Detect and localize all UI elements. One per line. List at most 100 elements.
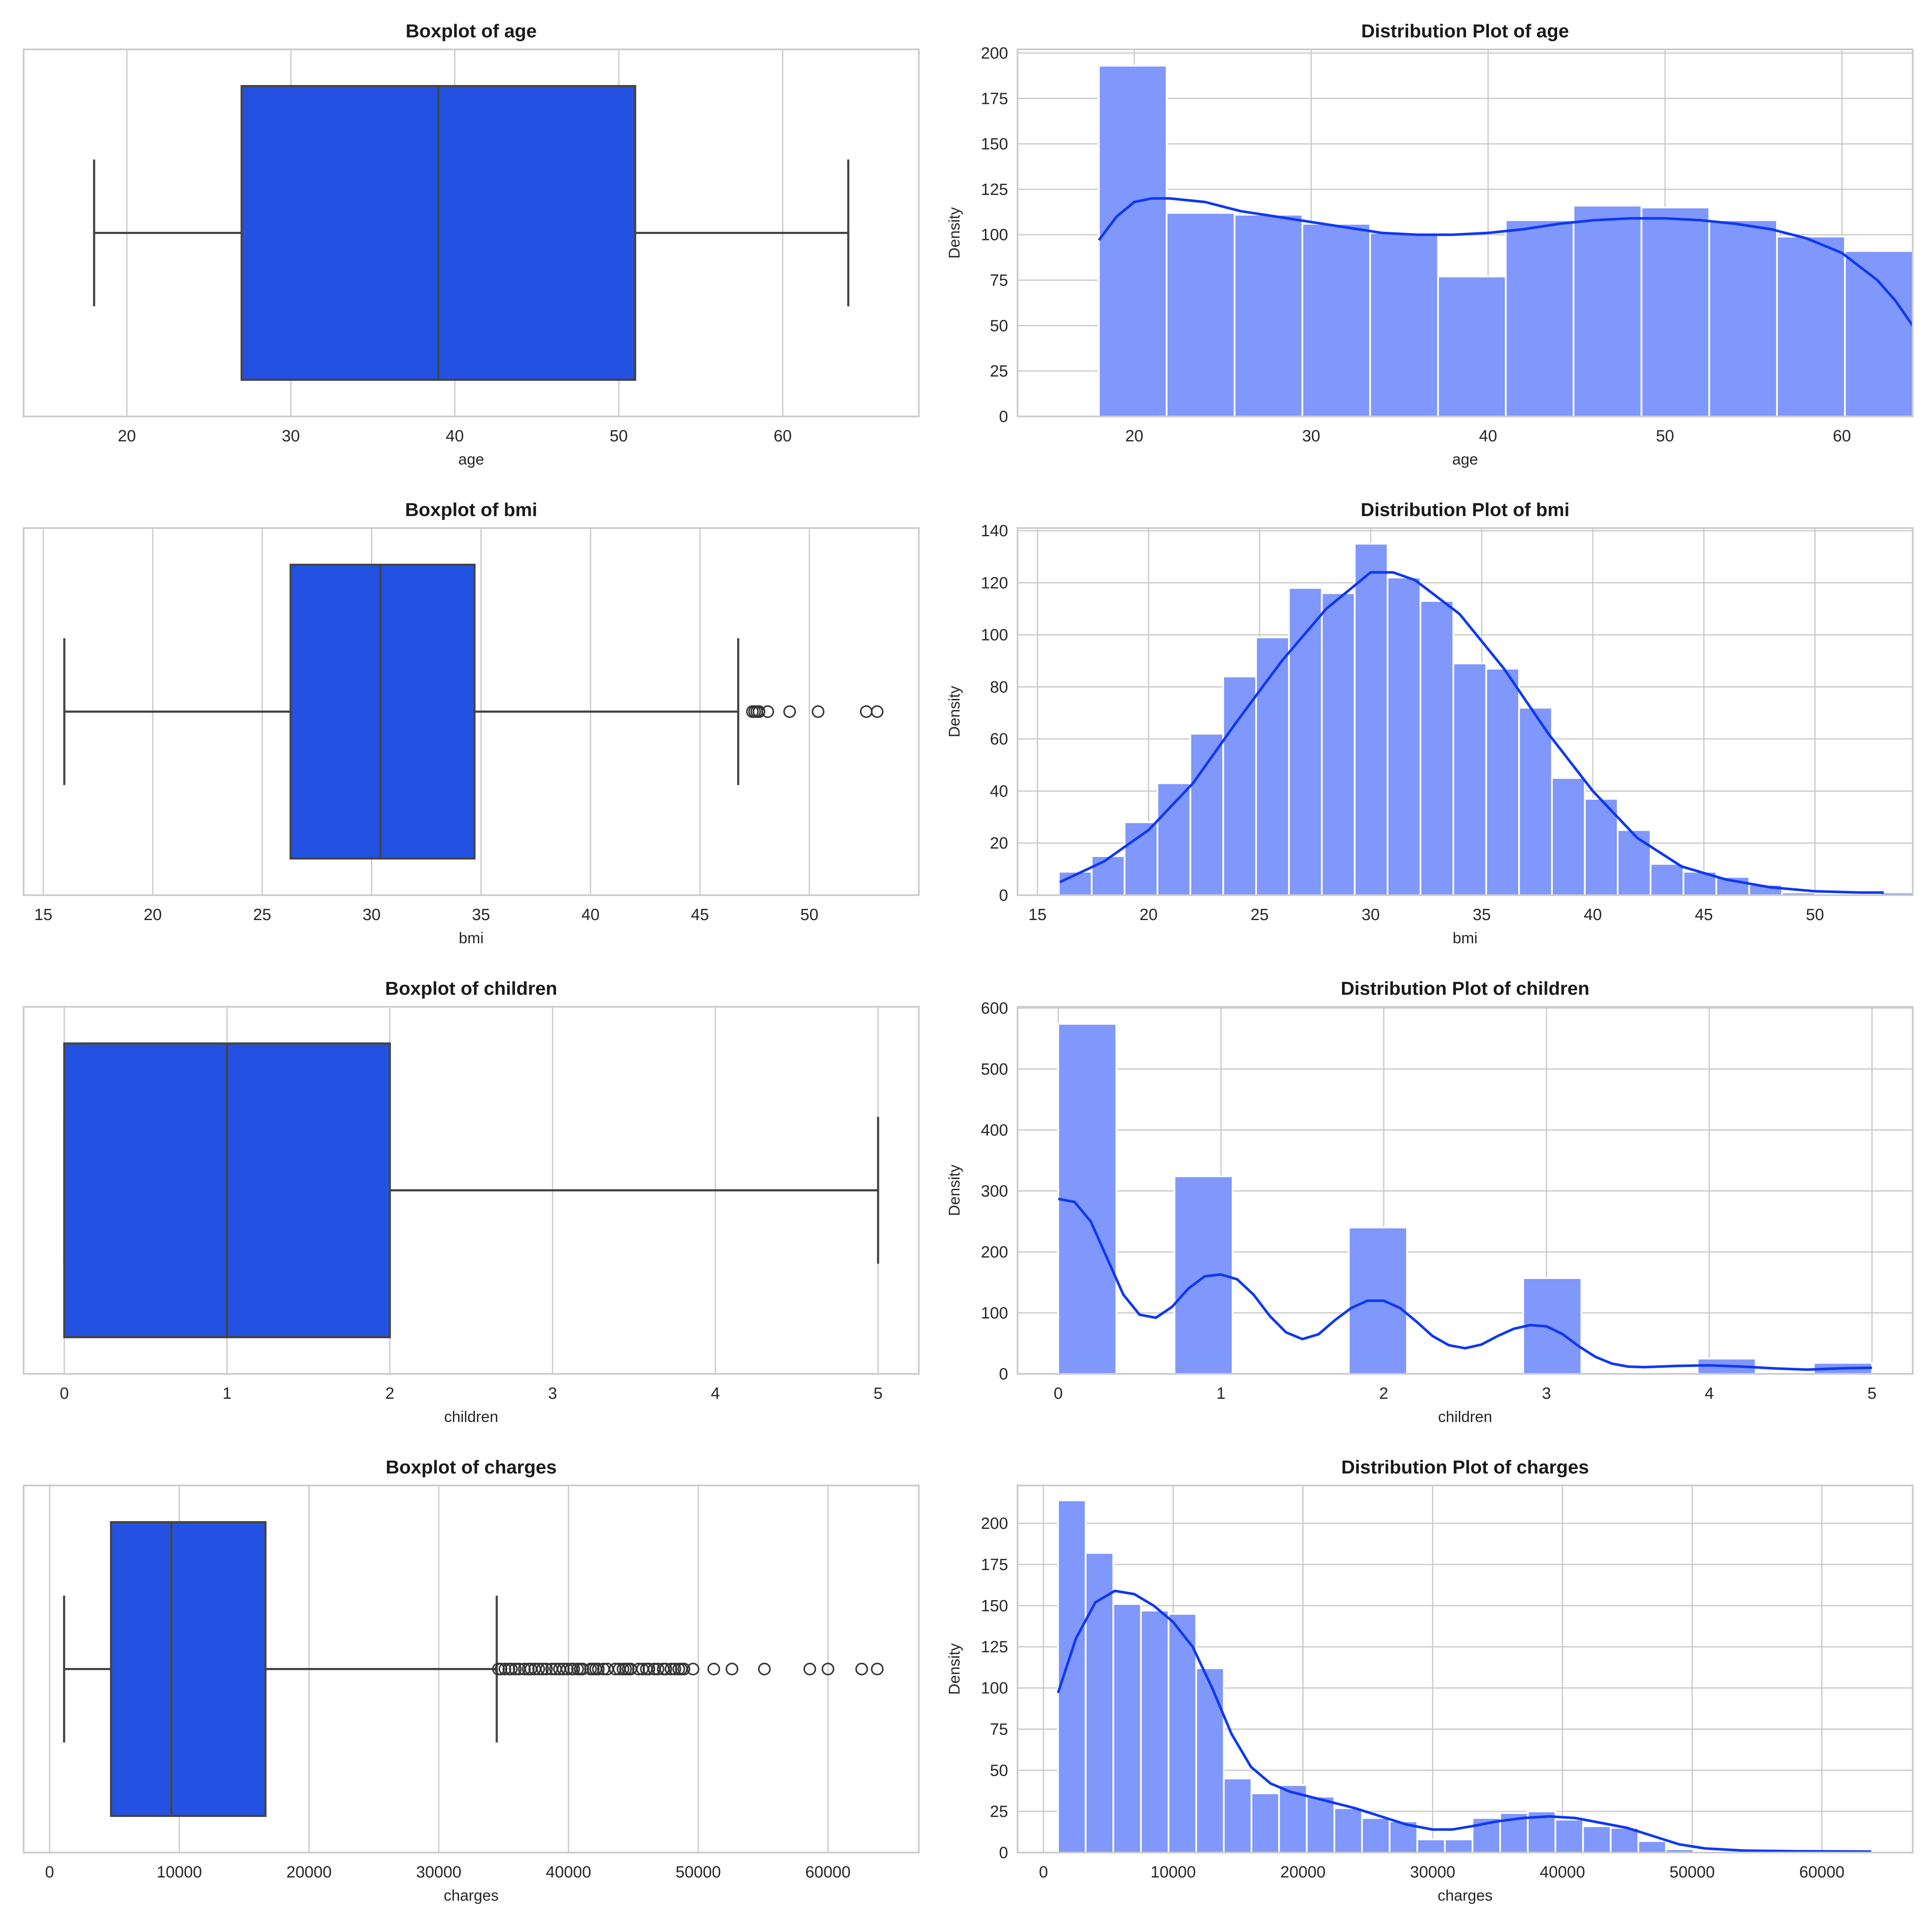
x-tick-label: 50 <box>610 427 628 445</box>
x-tick-label: 15 <box>34 906 52 924</box>
x-tick-label: 5 <box>1868 1385 1877 1403</box>
x-tick-label: 40 <box>581 906 599 924</box>
histogram-bar <box>1610 1827 1639 1853</box>
histogram-bar <box>1518 707 1553 896</box>
y-tick-label: 50 <box>990 317 1008 335</box>
histogram-bar <box>1112 1603 1142 1853</box>
y-tick-label: 300 <box>981 1182 1008 1200</box>
y-tick-label: 100 <box>981 1680 1008 1698</box>
x-tick-label: 30 <box>1302 427 1320 445</box>
axes-frame <box>23 1006 920 1375</box>
histogram-bar <box>1505 219 1575 417</box>
histogram-bar <box>1156 782 1191 896</box>
chart-title: Distribution Plot of bmi <box>1361 499 1569 520</box>
outlier-point <box>632 1662 645 1676</box>
y-tick-label: 500 <box>981 1060 1008 1078</box>
y-tick-label: 50 <box>990 1762 1008 1780</box>
x-tick-label: 45 <box>691 906 709 924</box>
histogram-bar <box>1195 1667 1225 1854</box>
y-tick-label: 0 <box>999 887 1008 905</box>
outlier-point <box>677 1662 690 1676</box>
y-tick-label: 0 <box>999 408 1008 426</box>
histogram-bar <box>1124 821 1158 896</box>
y-tick-label: 20 <box>990 835 1008 853</box>
histogram-bar <box>1250 1792 1280 1854</box>
x-tick-label: 0 <box>45 1863 54 1881</box>
histogram-bar <box>1437 276 1507 417</box>
x-tick-label: 20 <box>1125 427 1143 445</box>
outlier-point <box>651 1662 665 1676</box>
panel-7 <box>23 1485 920 1853</box>
outlier-point <box>495 1662 507 1676</box>
x-tick-label: 20000 <box>1280 1863 1326 1881</box>
x-axis-label: children <box>444 1408 498 1425</box>
y-tick-label: 125 <box>981 1638 1008 1656</box>
histogram-bar <box>1354 543 1388 896</box>
x-tick-label: 20 <box>144 906 162 924</box>
y-tick-label: 40 <box>990 782 1008 800</box>
outlier-point <box>761 705 775 718</box>
histogram-bar <box>1278 1784 1308 1854</box>
histogram-bar <box>1416 1838 1446 1853</box>
histogram-bar <box>1386 577 1422 896</box>
outlier-point <box>668 1662 681 1676</box>
x-tick-label: 45 <box>1695 906 1713 924</box>
x-axis-label: charges <box>444 1886 498 1904</box>
y-axis-label: Density <box>945 1164 963 1216</box>
histogram-bar <box>1844 250 1914 417</box>
outlier-point <box>592 1662 605 1676</box>
histogram-bar <box>1084 1552 1115 1853</box>
panel-8 <box>1017 1485 1914 1854</box>
histogram-bar <box>1582 1825 1612 1854</box>
chart-title: Distribution Plot of age <box>1361 21 1569 42</box>
outlier-point <box>783 705 796 718</box>
histogram-bar <box>1616 829 1652 896</box>
outlier-point <box>505 1662 518 1676</box>
histogram-bar <box>1361 1817 1391 1854</box>
x-tick-label: 20000 <box>286 1863 332 1881</box>
x-tick-label: 3 <box>1542 1385 1551 1403</box>
y-tick-label: 75 <box>990 1720 1008 1738</box>
y-axis-label: Density <box>945 686 963 737</box>
y-tick-label: 75 <box>990 272 1008 290</box>
outlier-point <box>758 1662 771 1676</box>
histogram-bar <box>1444 1838 1473 1853</box>
y-tick-label: 25 <box>990 1803 1008 1821</box>
x-tick-label: 4 <box>1705 1385 1714 1403</box>
x-tick-label: 10000 <box>1151 1863 1196 1881</box>
x-tick-label: 1 <box>1216 1385 1225 1403</box>
y-tick-label: 100 <box>981 626 1008 644</box>
histogram-bar <box>1140 1610 1170 1853</box>
x-axis-label: children <box>1438 1408 1492 1425</box>
axes-frame <box>23 1485 920 1853</box>
histogram-bar <box>1321 592 1356 896</box>
outlier-point <box>871 705 884 718</box>
y-tick-label: 200 <box>981 1243 1008 1261</box>
y-tick-label: 125 <box>981 181 1008 199</box>
chart-title: Boxplot of bmi <box>405 499 538 520</box>
outlier-point <box>726 1662 738 1676</box>
iqr-box <box>110 1521 267 1817</box>
y-tick-label: 0 <box>999 1844 1008 1862</box>
x-tick-label: 50 <box>1806 906 1824 924</box>
y-axis-label: Density <box>945 207 963 258</box>
outlier-point <box>665 1662 677 1676</box>
x-tick-label: 10000 <box>157 1863 202 1881</box>
x-tick-label: 4 <box>711 1385 720 1403</box>
x-tick-label: 30000 <box>1410 1863 1455 1881</box>
x-axis-label: bmi <box>1452 929 1477 947</box>
outlier-point <box>687 1662 699 1676</box>
histogram-bar <box>1551 777 1586 896</box>
y-tick-label: 400 <box>981 1121 1008 1139</box>
x-tick-label: 30000 <box>416 1863 462 1881</box>
chart-title: Boxplot of children <box>385 978 557 999</box>
histogram-bar <box>1640 207 1710 417</box>
x-tick-label: 15 <box>1028 906 1046 924</box>
histogram-bar <box>1573 205 1643 417</box>
histogram-bar <box>1333 1807 1363 1854</box>
histogram-bar <box>1485 668 1520 896</box>
axes-frame <box>1017 1006 1914 1375</box>
x-tick-label: 40 <box>1584 906 1602 924</box>
x-tick-label: 40000 <box>546 1863 591 1881</box>
